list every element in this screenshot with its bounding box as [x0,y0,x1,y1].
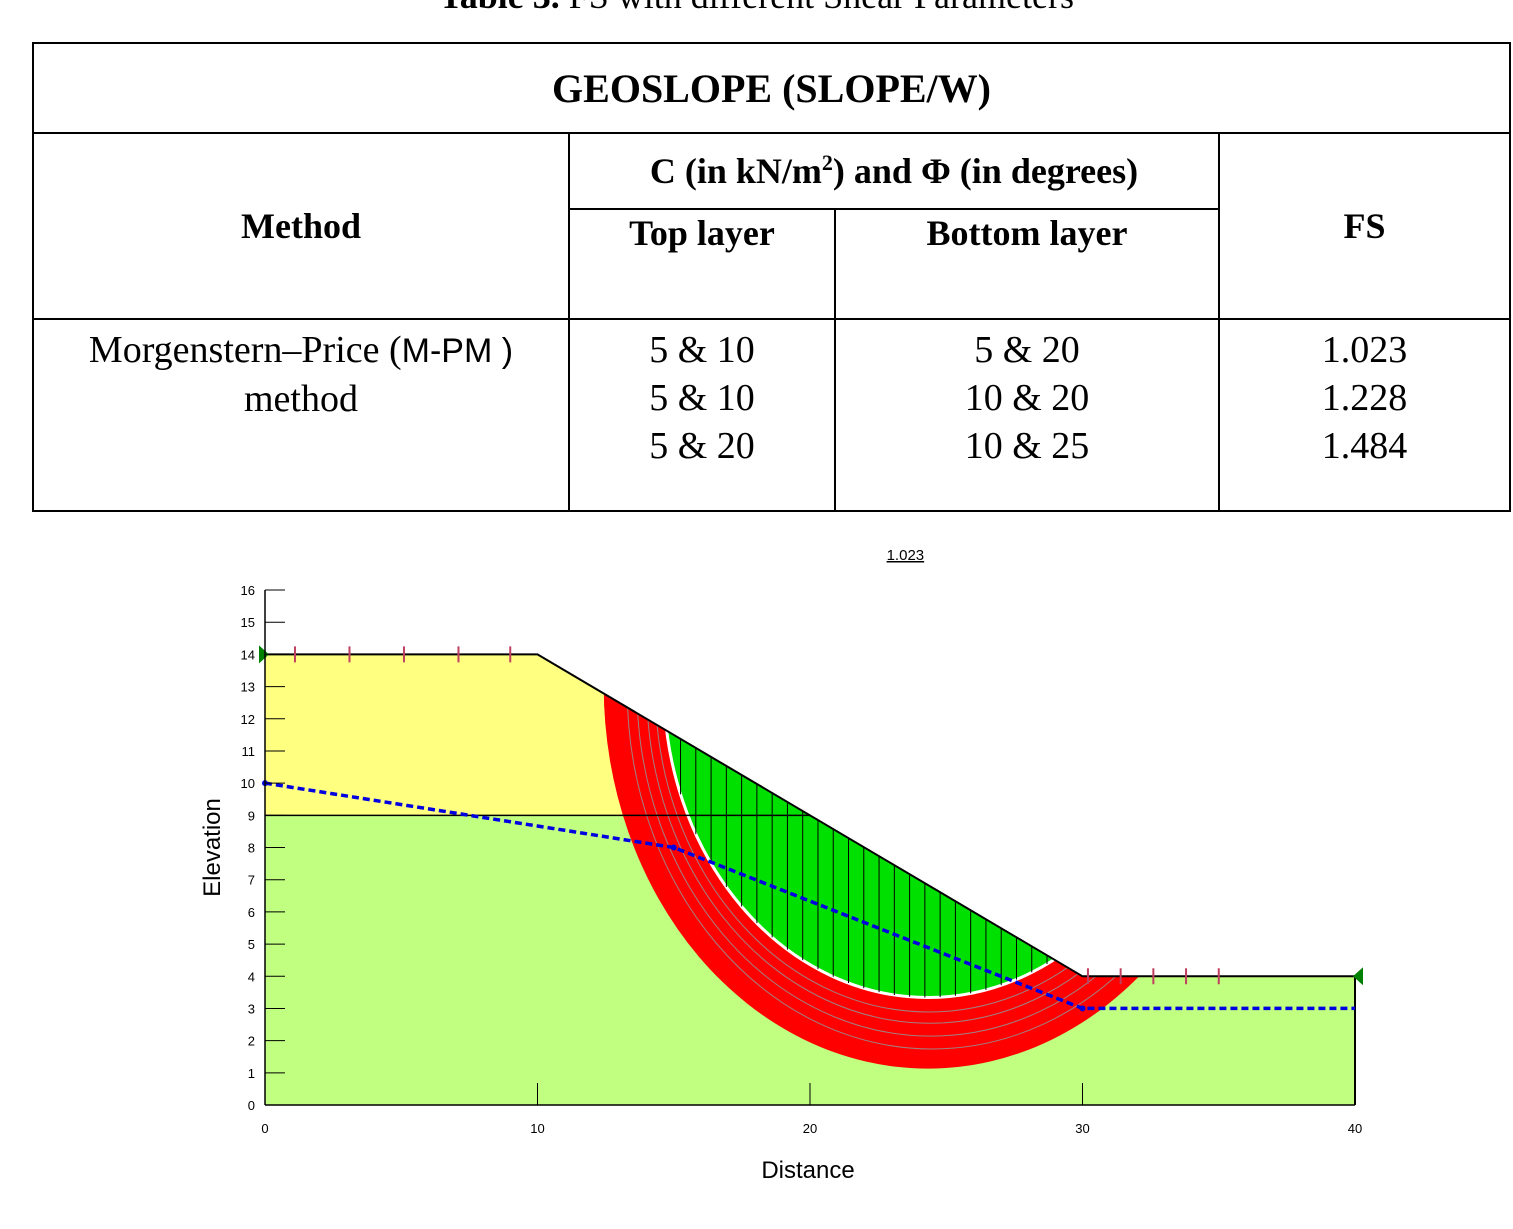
slope-stability-figure: 0 1 2 3 4 5 6 7 8 9 10 11 12 13 14 15 16 0 10 20 30 40 Distanc… [190,540,1380,1200]
fs-value: 1.228 [1321,377,1408,419]
left-boundary-flag [259,645,269,664]
bottom-layer-value: 10 & 20 [964,377,1090,419]
column-header-method: Method [32,132,570,320]
table-header-geoslope: GEOSLOPE (SLOPE/W) [31,42,1512,134]
bottom-layer-value: 10 & 25 [964,425,1090,467]
column-header-params: C (in kN/m2) and Φ (in degrees) [568,132,1220,210]
y-tick-label: 6 [248,905,255,920]
y-tick-label: 11 [242,744,256,759]
y-tick-label: 10 [241,776,255,791]
y-tick-label: 8 [248,841,255,856]
method-abbr: M-PM ) [401,332,514,370]
x-tick-label: 20 [803,1121,817,1136]
column-header-fs: FS [1217,132,1512,320]
piezometric-line [264,781,1355,1011]
y-tick-label: 13 [241,680,255,695]
y-tick-label: 15 [241,615,255,630]
method-line-1: Morgenstern–Price (M-PM ) [88,329,514,371]
params-text: C (in kN/m [649,151,822,191]
y-tick-label: 3 [248,1001,255,1016]
fs-value: 1.484 [1321,425,1408,467]
y-tick-label: 12 [241,712,255,727]
caption-label: Table 3. [439,0,560,16]
method-cell: Morgenstern–Price (M-PM ) method [32,318,570,512]
y-tick-label: 1 [248,1066,255,1081]
y-tick-label: 14 [241,647,255,662]
factor-of-safety-label: 1.023 [887,547,925,564]
x-axis-label: Distance [761,1157,854,1184]
y-tick-label: 0 [248,1098,255,1113]
x-tick-label: 0 [261,1121,268,1136]
y-tick-label: 4 [248,969,255,984]
y-tick-label: 16 [241,583,255,598]
column-header-bottom-layer: Bottom layer [834,208,1220,320]
fs-cell: 1.023 1.228 1.484 [1217,318,1512,512]
params-tail: ) and Φ (in degrees) [832,151,1139,191]
bottom-layer-cell: 5 & 20 10 & 20 10 & 25 [834,318,1220,512]
fs-value: 1.023 [1321,329,1408,371]
caption-text: FS with different Shear Parameters [569,0,1074,16]
y-tick-label: 9 [248,808,255,823]
column-header-top-layer: Top layer [568,208,836,320]
method-line-2: method [244,378,358,420]
y-tick-label: 7 [248,873,255,888]
top-layer-cell: 5 & 10 5 & 10 5 & 20 [568,318,836,512]
top-layer-value: 5 & 10 [649,377,755,419]
x-tick-label: 10 [530,1121,544,1136]
top-layer-value: 5 & 10 [649,329,755,371]
fs-table: GEOSLOPE (SLOPE/W) Method C (in kN/m2) a… [31,42,1512,512]
params-superscript: 2 [821,150,833,175]
x-tick-label: 40 [1348,1121,1362,1136]
right-boundary-flag [1353,967,1363,986]
table-caption: Table 3. FS with different Shear Paramet… [0,0,1513,16]
piezometric-point [1079,1005,1086,1012]
y-tick-label: 5 [248,937,255,952]
y-tick-label: 2 [248,1034,255,1049]
piezometric-point [670,844,677,851]
y-axis-label: Elevation [199,798,226,897]
bottom-layer-value: 5 & 20 [974,329,1080,371]
x-tick-label: 30 [1075,1121,1089,1136]
top-layer-value: 5 & 20 [649,425,755,467]
